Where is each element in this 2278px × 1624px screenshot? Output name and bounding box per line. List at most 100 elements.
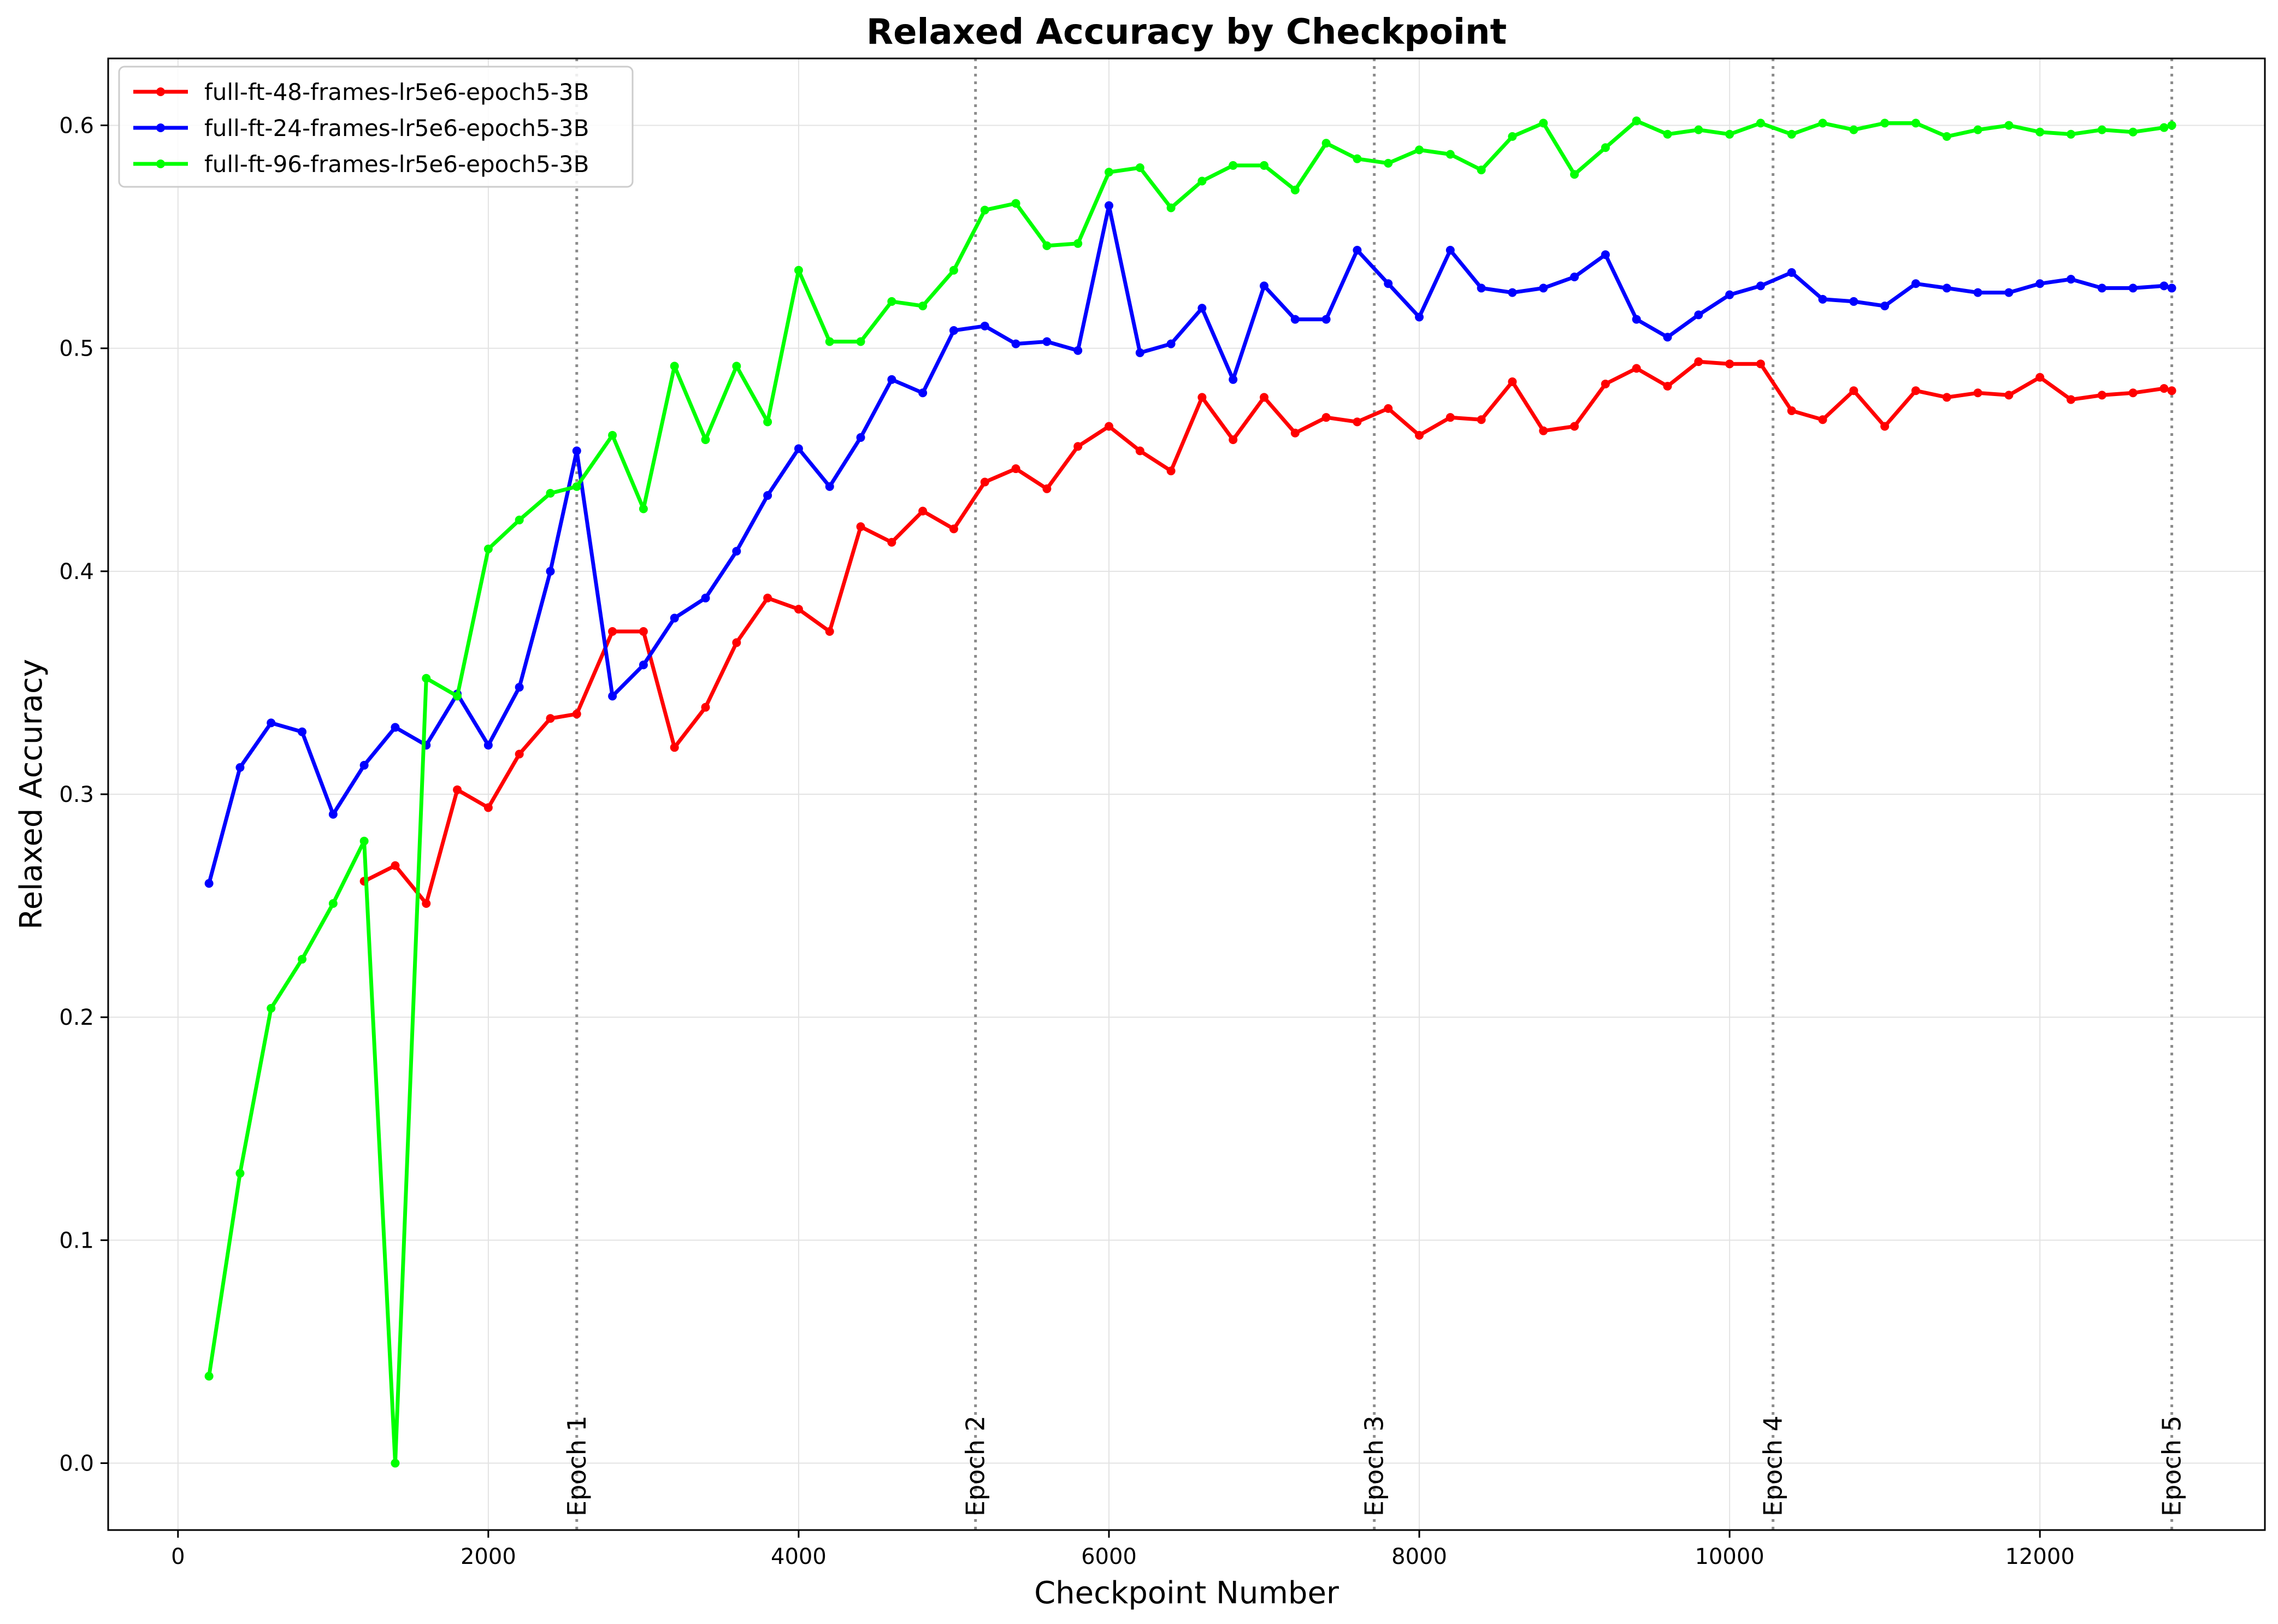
data-point [918, 388, 928, 398]
data-point [1694, 357, 1703, 367]
legend-marker [156, 123, 165, 132]
data-point [1321, 413, 1331, 422]
data-point [483, 545, 493, 553]
epoch-label: Epoch 1 [562, 1415, 592, 1516]
data-point [1570, 273, 1579, 282]
data-point [204, 879, 214, 888]
data-point [1445, 150, 1455, 159]
series-line [362, 359, 2174, 906]
epoch-label: Epoch 2 [961, 1415, 990, 1516]
data-point [1229, 161, 1238, 170]
data-point [1849, 386, 1858, 395]
data-point [1911, 119, 1920, 128]
data-point [608, 430, 617, 440]
data-point [1601, 379, 1610, 388]
data-point [608, 627, 617, 636]
data-point [701, 593, 710, 603]
data-point [1321, 139, 1331, 148]
data-point [1880, 422, 1890, 431]
data-point [1818, 294, 1827, 304]
data-point [515, 749, 524, 759]
data-point [1477, 415, 1486, 424]
data-point [1011, 464, 1020, 474]
data-point [949, 326, 958, 335]
data-point [1880, 119, 1890, 128]
data-point [701, 702, 710, 712]
data-point [1539, 284, 1548, 293]
y-tick-label: 0.6 [59, 113, 94, 138]
x-tick-label: 10000 [1695, 1544, 1764, 1569]
data-point [2004, 288, 2014, 297]
data-point [546, 488, 555, 498]
data-point [1663, 129, 1672, 139]
data-point [732, 547, 741, 556]
data-point [1508, 288, 1517, 297]
data-point [2035, 373, 2045, 382]
data-point [2159, 123, 2169, 132]
data-point [2035, 127, 2045, 137]
data-point [1353, 154, 1362, 163]
data-point [1384, 404, 1393, 413]
data-point [1725, 359, 1734, 369]
data-point [391, 723, 400, 732]
data-point [2167, 121, 2176, 130]
data-point [1973, 388, 1982, 398]
data-point [1911, 279, 1920, 288]
legend-label: full-ft-24-frames-lr5e6-epoch5-3B [204, 115, 589, 141]
data-point [1104, 168, 1113, 177]
data-point [1787, 406, 1796, 415]
data-point [1601, 250, 1610, 259]
data-point [639, 660, 648, 670]
data-point [918, 506, 928, 516]
data-point [2128, 388, 2138, 398]
data-point [1290, 315, 1300, 324]
data-point [1415, 145, 1424, 155]
data-point [359, 836, 369, 846]
data-point [235, 763, 245, 772]
legend-marker [156, 87, 165, 96]
data-point [1290, 428, 1300, 438]
data-point [825, 627, 834, 636]
data-point [391, 861, 400, 870]
data-point [2159, 281, 2169, 291]
data-point [825, 337, 834, 346]
legend-marker [156, 160, 165, 168]
data-point [887, 375, 896, 384]
data-point [980, 321, 989, 330]
data-point [546, 566, 555, 576]
data-point [1508, 377, 1517, 386]
y-tick-label: 0.2 [59, 1005, 94, 1030]
y-axis-ticks: 0.0 0.1 0.2 0.3 0.4 0.5 0.6 [59, 113, 108, 1477]
data-point [1632, 364, 1641, 373]
legend-label: full-ft-96-frames-lr5e6-epoch5-3B [204, 151, 589, 178]
data-point [572, 482, 581, 491]
data-point [1570, 170, 1579, 179]
data-point [887, 538, 896, 547]
chart-title: Relaxed Accuracy by Checkpoint [866, 12, 1507, 52]
legend-label: full-ft-48-frames-lr5e6-epoch5-3B [204, 79, 589, 105]
data-point [1818, 415, 1827, 424]
x-tick-label: 4000 [771, 1544, 827, 1569]
data-point [572, 710, 581, 719]
data-point [887, 297, 896, 306]
data-point [794, 265, 803, 275]
data-point [1601, 143, 1610, 152]
data-point [670, 613, 679, 623]
x-tick-label: 0 [171, 1544, 185, 1569]
data-point [1694, 310, 1703, 320]
data-point [1477, 166, 1486, 175]
data-point [1663, 333, 1672, 342]
data-point [1632, 315, 1641, 324]
data-point [1042, 337, 1052, 346]
data-point [1415, 430, 1424, 440]
y-tick-label: 0.5 [59, 336, 94, 362]
data-point [298, 727, 307, 736]
data-point [732, 638, 741, 647]
data-point [1849, 297, 1858, 306]
data-point [1508, 132, 1517, 141]
data-point [1321, 315, 1331, 324]
data-point [515, 683, 524, 692]
data-point [2004, 391, 2014, 400]
